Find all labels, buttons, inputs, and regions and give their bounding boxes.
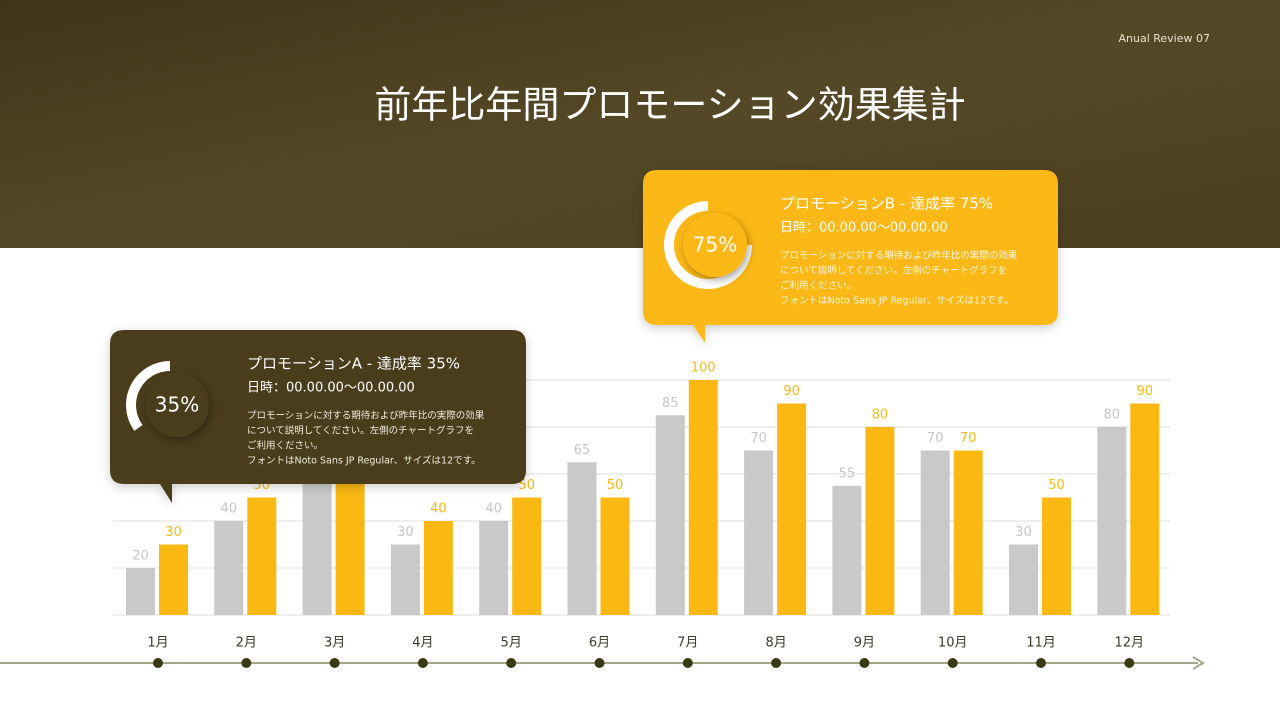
value-label: 70 — [960, 431, 977, 446]
x-tick-label: 12月 — [1115, 636, 1145, 651]
x-tick-label: 10月 — [938, 636, 968, 651]
callout: 75% プロモーションB - 達成率 75% 日時：00.00.00〜00.00.0… — [643, 170, 1058, 343]
bar — [744, 450, 774, 615]
donut-center — [145, 373, 209, 437]
x-tick-label: 11月 — [1026, 636, 1056, 651]
value-label: 85 — [662, 396, 679, 411]
bar — [1042, 497, 1071, 615]
x-tick-label: 8月 — [765, 636, 786, 651]
callout-body: ご利用ください。 — [247, 440, 323, 452]
timeline-dot — [506, 658, 517, 668]
x-tick-label: 6月 — [589, 636, 610, 651]
donut-label: 75% — [693, 233, 737, 257]
timeline-dot — [859, 658, 870, 668]
callout-body: フォントはNoto Sans JP Regular、サイズは12です。 — [780, 295, 1014, 307]
header-title: 前年比年間プロモーション効果集計 — [374, 84, 965, 127]
bar — [688, 380, 718, 615]
timeline-dot — [417, 658, 428, 668]
bar — [1097, 427, 1127, 615]
timeline-dot — [329, 658, 340, 668]
value-label: 90 — [783, 384, 800, 399]
bar — [1009, 544, 1038, 615]
callout-body: ご利用ください。 — [780, 280, 856, 292]
bar — [159, 544, 188, 615]
timeline-arrow — [1192, 656, 1205, 670]
value-label: 80 — [1104, 408, 1121, 423]
callout-body: フォントはNoto Sans JP Regular、サイズは12です。 — [247, 455, 481, 467]
bar — [512, 497, 542, 615]
value-label: 70 — [750, 431, 767, 446]
donut-center — [683, 213, 747, 277]
timeline-dot — [153, 658, 163, 668]
bar — [390, 544, 420, 615]
bar — [1130, 403, 1160, 615]
value-label: 50 — [607, 478, 624, 493]
callout-box — [110, 330, 526, 503]
x-tick-label: 7月 — [677, 636, 698, 651]
bar — [777, 403, 807, 615]
value-label: 40 — [485, 502, 502, 517]
value-label: 30 — [165, 525, 182, 540]
header-tag: Anual Review 07 — [1118, 32, 1210, 45]
callout: 35% プロモーションA - 達成率 35% 日時：00.00.00〜00.00.0… — [110, 330, 526, 503]
value-label: 50 — [518, 478, 535, 493]
donut-arc — [664, 201, 752, 289]
chart: 20301月40502月60703月30404月40505月65506月8510… — [113, 361, 1170, 668]
bar — [302, 474, 332, 615]
value-label: 100 — [691, 361, 716, 376]
value-label: 40 — [221, 502, 238, 517]
value-label: 80 — [872, 408, 889, 423]
callout-heading: プロモーションB - 達成率 75% — [780, 195, 993, 213]
callouts: 35% プロモーションA - 達成率 35% 日時：00.00.00〜00.00.0… — [110, 170, 1058, 503]
value-label: 30 — [397, 525, 414, 540]
bar — [567, 462, 597, 615]
bar — [126, 568, 155, 615]
bar — [214, 521, 244, 615]
bar — [247, 497, 277, 615]
bar — [865, 427, 895, 615]
donut-label: 35% — [155, 393, 199, 417]
timeline-dot — [771, 658, 782, 668]
bar — [655, 415, 685, 615]
value-label: 90 — [1137, 384, 1154, 399]
value-label: 30 — [1015, 525, 1032, 540]
x-tick-label: 9月 — [854, 636, 875, 651]
bar — [600, 497, 630, 615]
bar — [953, 450, 983, 615]
callout-body: プロモーションに対する期待および昨年比の実際の効果 — [247, 410, 485, 422]
x-tick-label: 4月 — [412, 636, 433, 651]
timeline-dot — [241, 658, 252, 668]
callout-body: について説明してください。左側のチャートグラフを — [780, 265, 1007, 277]
donut-arc — [126, 361, 171, 431]
timeline-dot — [947, 658, 958, 668]
bar — [920, 450, 950, 615]
callout-body: プロモーションに対する期待および昨年比の実際の効果 — [780, 250, 1018, 262]
callout-date: 日時：00.00.00〜00.00.00 — [247, 381, 415, 396]
timeline-dot — [1036, 658, 1046, 668]
callout-heading: プロモーションA - 達成率 35% — [247, 355, 460, 373]
timeline-dot — [682, 658, 693, 668]
value-label: 40 — [430, 502, 447, 517]
value-label: 55 — [839, 466, 856, 481]
value-label: 50 — [1048, 478, 1065, 493]
value-label: 20 — [132, 549, 149, 564]
header-bg — [0, 0, 1280, 248]
bar — [479, 521, 509, 615]
callout-box — [643, 170, 1058, 343]
bar — [832, 485, 862, 615]
timeline-dot — [1124, 658, 1135, 668]
x-tick-label: 5月 — [501, 636, 522, 651]
value-label: 65 — [574, 443, 591, 458]
timeline-dot — [594, 658, 605, 668]
x-tick-label: 1月 — [147, 636, 168, 651]
x-tick-label: 3月 — [324, 636, 345, 651]
callout-date: 日時：00.00.00〜00.00.00 — [780, 221, 948, 236]
value-label: 70 — [927, 431, 944, 446]
x-tick-label: 2月 — [236, 636, 257, 651]
callout-body: について説明してください。左側のチャートグラフを — [247, 425, 474, 437]
bar — [423, 521, 453, 615]
